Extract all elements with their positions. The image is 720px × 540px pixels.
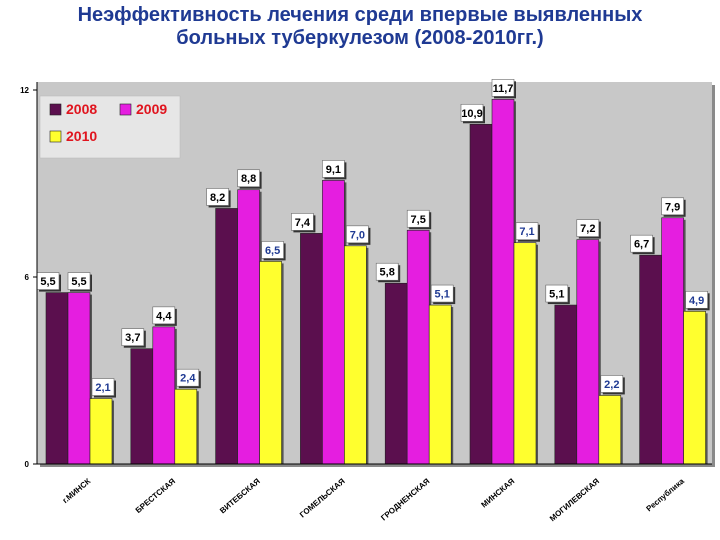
data-label-2008-6: 10,9: [461, 108, 482, 120]
x-category-label: ГРОДНЕНСКАЯ: [379, 476, 431, 522]
bar-2008-7: [554, 304, 578, 465]
data-label-box: [152, 306, 176, 325]
data-label-box: [491, 79, 515, 97]
x-category-label: ГОМЕЛЬСКАЯ: [298, 476, 347, 519]
data-label-2009-4: 9,1: [326, 164, 341, 176]
x-category-label: Республика: [645, 476, 687, 513]
x-category-label: ВИТЕБСКАЯ: [218, 476, 262, 515]
data-label-2008-4: 7,4: [295, 217, 311, 229]
y-tick-label: 6: [25, 273, 30, 282]
data-label-2009-1: 5,5: [71, 276, 86, 288]
data-label-box: [206, 188, 229, 206]
data-label-2009-8: 7,9: [665, 201, 680, 213]
y-tick-label: 0: [25, 460, 30, 469]
legend-swatch-2009: [119, 103, 132, 116]
data-label-2009-2: 4,4: [156, 310, 172, 322]
bar-2010-8: [683, 310, 706, 465]
data-label-2008-3: 8,2: [210, 192, 225, 204]
data-label-2008-1: 5,5: [40, 276, 55, 288]
data-label-2010-5: 5,1: [435, 289, 450, 301]
data-label-2009-7: 7,2: [580, 223, 595, 235]
data-label-2008-5: 5,8: [380, 267, 395, 279]
bar-2008-8: [639, 254, 662, 465]
bar-2008-1: [45, 292, 69, 465]
legend-swatch-2010: [49, 130, 62, 143]
chart-title-line1: Неэффективность лечения среди впервые вы…: [77, 4, 643, 26]
x-category-label: БРЕСТСКАЯ: [134, 476, 178, 515]
data-label-box: [545, 284, 569, 303]
data-label-2008-2: 3,7: [125, 332, 140, 344]
legend-box: [39, 95, 181, 159]
bar-2009-3: [237, 189, 260, 465]
bar-2010-6: [513, 242, 537, 465]
chart-title-line2: больных туберкулезом (2008-2010гг.): [176, 27, 544, 49]
bar-2010-7: [598, 395, 622, 465]
data-label-box: [515, 222, 539, 241]
legend-swatch-2008: [49, 103, 62, 116]
bar-2010-3: [259, 261, 282, 465]
data-label-2010-7: 2,2: [604, 379, 619, 391]
legend-label-2009: 2009: [136, 101, 167, 117]
bar-2009-2: [152, 326, 176, 465]
data-label-2010-6: 7,1: [519, 226, 534, 238]
data-label-box: [346, 225, 369, 244]
data-label-box: [685, 290, 708, 309]
data-label-2010-2: 2,4: [180, 373, 196, 385]
bar-2009-8: [661, 217, 684, 465]
bar-2010-5: [428, 304, 452, 465]
legend-label-2010: 2010: [66, 128, 97, 144]
data-label-2008-7: 5,1: [549, 289, 564, 301]
data-label-box: [176, 368, 200, 387]
data-label-box: [261, 241, 284, 259]
data-label-box: [291, 213, 314, 231]
bar-2009-5: [406, 229, 430, 465]
bar-2008-6: [469, 123, 493, 465]
data-label-2010-8: 4,9: [689, 295, 704, 307]
data-label-box: [661, 197, 684, 216]
data-label-2009-6: 11,7: [493, 83, 514, 95]
data-label-2009-5: 7,5: [411, 214, 426, 226]
data-label-box: [406, 209, 430, 228]
data-label-box: [121, 328, 145, 346]
chart-title: Неэффективность лечения среди впервые вы…: [0, 4, 720, 50]
data-label-2010-1: 2,1: [95, 382, 110, 394]
data-label-box: [91, 378, 115, 396]
bar-2009-7: [576, 239, 600, 465]
data-label-box: [630, 234, 653, 253]
bar-2008-2: [130, 348, 154, 465]
bar-2009-6: [491, 99, 515, 465]
bar-2010-2: [174, 388, 198, 465]
data-label-2010-3: 6,5: [265, 245, 280, 257]
data-label-box: [600, 375, 624, 393]
x-category-label: МИНСКАЯ: [480, 476, 517, 509]
data-label-box: [322, 160, 345, 178]
data-label-box: [430, 284, 454, 303]
data-label-2009-3: 8,8: [241, 173, 256, 185]
data-label-box: [237, 169, 260, 188]
data-label-box: [67, 272, 91, 290]
bar-2010-1: [89, 398, 113, 465]
data-label-box: [375, 262, 399, 281]
bar-2009-4: [322, 180, 345, 465]
data-label-box: [576, 219, 600, 237]
bar-2009-1: [67, 292, 91, 465]
bar-2008-5: [384, 282, 408, 465]
x-category-label: МОГИЛЕВСКАЯ: [548, 476, 601, 523]
bar-2008-3: [215, 208, 238, 465]
bar-2010-4: [344, 245, 367, 465]
legend-label-2008: 2008: [66, 101, 97, 117]
data-label-2008-8: 6,7: [634, 239, 649, 251]
data-label-2010-4: 7,0: [350, 229, 365, 241]
y-tick-label: 12: [20, 86, 29, 95]
x-category-label: г.МИНСК: [61, 477, 93, 506]
data-label-box: [460, 103, 484, 122]
bar-2008-4: [300, 233, 323, 465]
